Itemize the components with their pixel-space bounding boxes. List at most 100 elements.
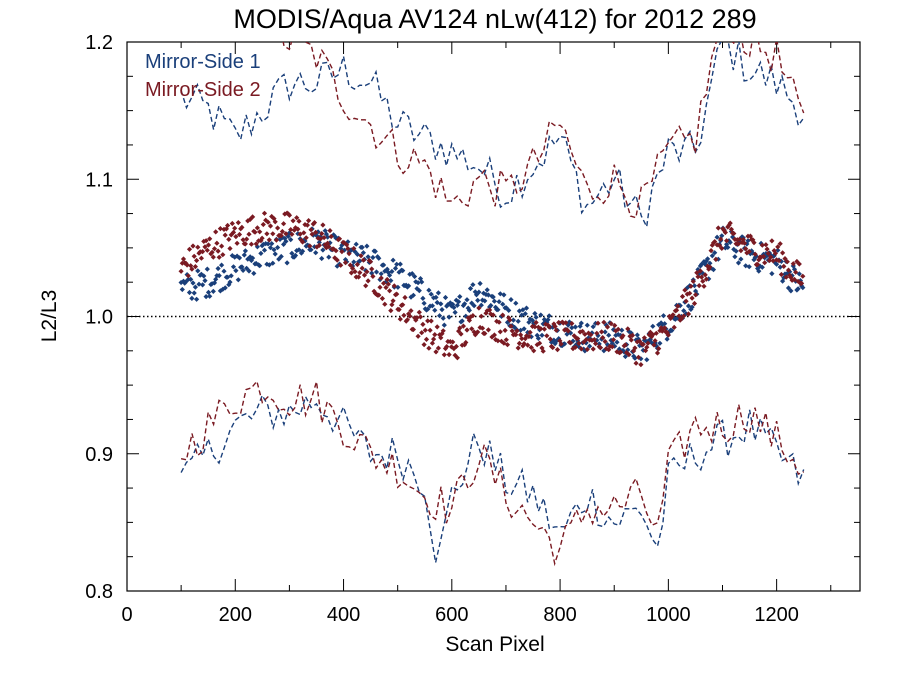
series-1-point — [407, 271, 413, 277]
series-2-point — [219, 243, 225, 249]
series-1-point — [551, 337, 557, 343]
series-2-point — [354, 261, 360, 268]
series-1-point — [628, 330, 634, 336]
series-1-point — [189, 295, 195, 301]
series-1-point — [577, 323, 583, 329]
series-1-point — [493, 304, 499, 310]
series-2-point — [230, 229, 237, 235]
series-2-point — [419, 330, 425, 336]
series-2-point — [326, 244, 332, 250]
series-1-point — [477, 280, 483, 287]
series-1-point — [795, 286, 801, 292]
series-1-point — [217, 288, 223, 294]
series-1-point — [456, 299, 462, 305]
series-2-point — [190, 243, 196, 249]
series-1-point — [313, 250, 319, 256]
series-2-point — [595, 320, 601, 326]
series-2-point — [300, 239, 306, 245]
series-2-point — [209, 249, 215, 255]
series-2-point — [275, 225, 281, 231]
series-1-point — [392, 265, 399, 271]
series-2-point — [294, 215, 300, 221]
series-2-point — [336, 236, 343, 242]
series-2-point — [420, 321, 426, 327]
series-2-point — [496, 319, 502, 325]
series-2-upper-bound-line — [196, 42, 805, 219]
series-2-point — [787, 272, 793, 278]
series-1-point — [201, 273, 207, 279]
series-2-point — [651, 342, 657, 348]
series-2-point — [777, 241, 783, 247]
series-1-point — [515, 318, 521, 324]
series-2-point — [681, 313, 687, 319]
series-2-point — [229, 220, 235, 227]
series-1-point — [738, 256, 744, 262]
series-2-point — [508, 323, 514, 329]
series-1-point — [215, 265, 221, 272]
series-2-point — [253, 241, 259, 247]
series-1-point — [319, 255, 325, 262]
series-2-point — [654, 350, 661, 356]
series-2-point — [451, 346, 457, 352]
series-2-point — [607, 343, 613, 349]
series-2-point — [552, 323, 558, 330]
series-2-point — [628, 337, 634, 343]
series-1-point — [743, 263, 749, 269]
series-1-point — [466, 307, 472, 313]
series-1-point — [497, 291, 503, 297]
series-2-point — [316, 242, 322, 248]
series-2-point — [425, 318, 431, 324]
series-1-point — [705, 256, 711, 262]
series-1-point — [283, 238, 289, 244]
series-1-point — [295, 231, 301, 237]
series-2-point — [306, 218, 312, 224]
series-1-point — [433, 294, 439, 300]
series-2-point — [644, 344, 650, 350]
series-1-point — [714, 234, 720, 240]
series-2-point — [685, 311, 692, 317]
series-2-point — [390, 298, 396, 304]
series-2-point — [236, 231, 243, 238]
series-1-point — [490, 294, 496, 300]
series-2-point — [325, 240, 331, 246]
series-1-point — [603, 322, 609, 328]
series-2-point — [738, 248, 744, 254]
series-1-point — [484, 287, 490, 293]
series-1-point — [503, 305, 509, 311]
legend-entry-mirror-side-1: Mirror-Side 1 — [145, 51, 261, 73]
series-1-point — [778, 258, 784, 264]
series-2-point — [359, 265, 365, 271]
series-1-point — [216, 273, 222, 279]
series-1-point — [585, 335, 592, 341]
series-2-point — [460, 323, 466, 329]
series-1-point — [437, 313, 443, 319]
series-2-point — [703, 276, 709, 282]
series-2-point — [202, 244, 208, 250]
series-1-point — [186, 289, 193, 296]
series-1-point — [314, 233, 320, 239]
series-2-point — [328, 233, 334, 240]
series-2-point — [180, 256, 187, 262]
series-1-point — [419, 279, 425, 285]
series-1-point — [372, 248, 378, 254]
series-2-point — [414, 315, 420, 321]
series-2-point — [367, 259, 374, 265]
series-1-point — [365, 254, 371, 260]
series-2-lower-bound-line — [180, 379, 804, 567]
series-1-point — [787, 269, 793, 275]
series-2-point — [638, 362, 644, 368]
series-1-point — [369, 270, 375, 276]
series-1-point — [382, 268, 388, 274]
series-2-point — [376, 292, 382, 298]
series-2-point — [198, 255, 204, 261]
series-1-point — [315, 229, 321, 235]
series-2-point — [656, 346, 662, 352]
series-2-point — [456, 328, 462, 334]
series-1-point — [699, 261, 705, 267]
series-2-point — [462, 342, 468, 348]
series-1-point — [334, 263, 340, 269]
series-2-point — [423, 336, 430, 342]
series-1-point — [431, 295, 437, 301]
series-2-point — [242, 241, 248, 247]
series-2-point — [641, 335, 647, 341]
